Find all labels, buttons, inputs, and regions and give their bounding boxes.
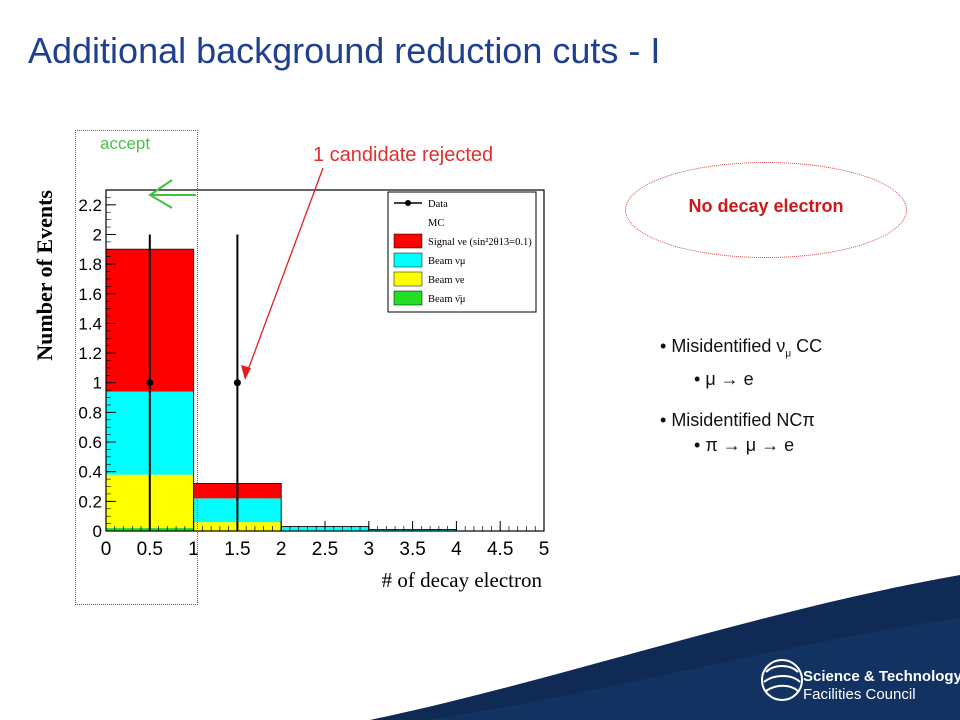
x-tick-label: 5 — [539, 539, 550, 560]
data-point — [233, 379, 241, 387]
bullet-list: • Misidentified νμ CC • μ → e • Misident… — [660, 334, 822, 458]
rejected-label: 1 candidate rejected — [313, 144, 494, 166]
y-axis-label: Number of Events — [32, 190, 57, 361]
bullet-item: • Misidentified NCπ — [660, 409, 815, 430]
x-axis-label: # of decay electron — [382, 568, 543, 592]
y-tick-label: 1.4 — [78, 314, 102, 333]
data-points — [146, 234, 241, 531]
y-tick-label: 1 — [93, 374, 102, 393]
legend-label: MC — [428, 218, 444, 229]
x-tick-label: 0 — [101, 539, 112, 560]
x-tick-label: 3.5 — [399, 539, 425, 560]
legend-label: Signal νe (sin²2θ13=0.1) — [428, 237, 532, 248]
x-tick-label: 1.5 — [224, 539, 250, 560]
accept-label: accept — [100, 134, 151, 153]
bullet-item: • π → μ → e — [694, 434, 795, 455]
legend-label: Beam ν̄μ — [428, 294, 466, 305]
chart-legend: Data MC Signal νe (sin²2θ13=0.1) Beam νμ Bea… — [387, 191, 537, 313]
y-tick-label: 1.8 — [78, 255, 102, 274]
chart-axes: 0 0.5 1 1.5 2 2.5 3 3.5 4 4.5 5 0 0.2 0.4 0.6 0.8 1 1.2 1.… — [78, 189, 550, 560]
x-tick-label: 3 — [364, 539, 375, 560]
y-tick-label: 1.2 — [78, 344, 102, 363]
x-tick-label: 0.5 — [137, 539, 163, 560]
legend-label: Data — [428, 199, 448, 210]
x-tick-label: 2 — [276, 539, 287, 560]
ellipse-label: No decay electron — [688, 196, 844, 216]
y-tick-label: 0.2 — [78, 492, 102, 511]
legend-swatch — [393, 252, 423, 268]
accept-region-box — [75, 130, 198, 605]
legend-label: Beam νe — [428, 275, 465, 286]
data-point — [146, 379, 154, 387]
y-tick-label: 1.6 — [78, 285, 102, 304]
rejected-arrow-head-icon — [241, 365, 251, 380]
bullet-item: • Misidentified νμ CC — [660, 336, 823, 360]
bullet-item: • μ → e — [694, 368, 754, 389]
stfc-logo-text: Science & Technology Facilities Council — [803, 668, 960, 703]
y-tick-label: 2.2 — [78, 196, 102, 215]
y-tick-label: 2 — [93, 225, 102, 244]
legend-swatch — [393, 271, 423, 287]
rejected-arrow — [244, 167, 324, 379]
y-tick-label: 0.6 — [78, 433, 102, 452]
highlight-ellipse — [625, 162, 907, 258]
legend-swatch — [393, 233, 423, 249]
y-tick-label: 0.4 — [78, 463, 102, 482]
legend-swatch — [393, 290, 423, 306]
x-tick-label: 2.5 — [312, 539, 338, 560]
y-tick-label: 0.8 — [78, 403, 102, 422]
legend-label: Beam νμ — [428, 256, 466, 267]
y-tick-label: 0 — [93, 522, 102, 541]
legend-data-dot — [405, 200, 411, 206]
page-title: Additional background reduction cuts - I — [28, 30, 661, 71]
x-tick-label: 4.5 — [487, 539, 513, 560]
x-tick-label: 4 — [451, 539, 462, 560]
x-tick-label: 1 — [188, 539, 199, 560]
